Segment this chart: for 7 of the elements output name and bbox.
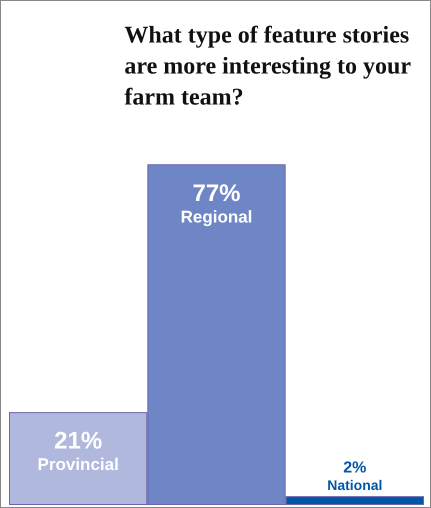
data-label: 21% <box>54 428 102 455</box>
data-label: 77% <box>192 180 241 207</box>
x-tick-label: National <box>327 477 382 494</box>
x-tick-label: Regional <box>180 207 252 226</box>
x-tick-label: Provincial <box>38 455 119 474</box>
chart-title: What type of feature stories are more interesting to your farm team? <box>124 22 412 110</box>
data-label: 2% <box>343 460 366 477</box>
